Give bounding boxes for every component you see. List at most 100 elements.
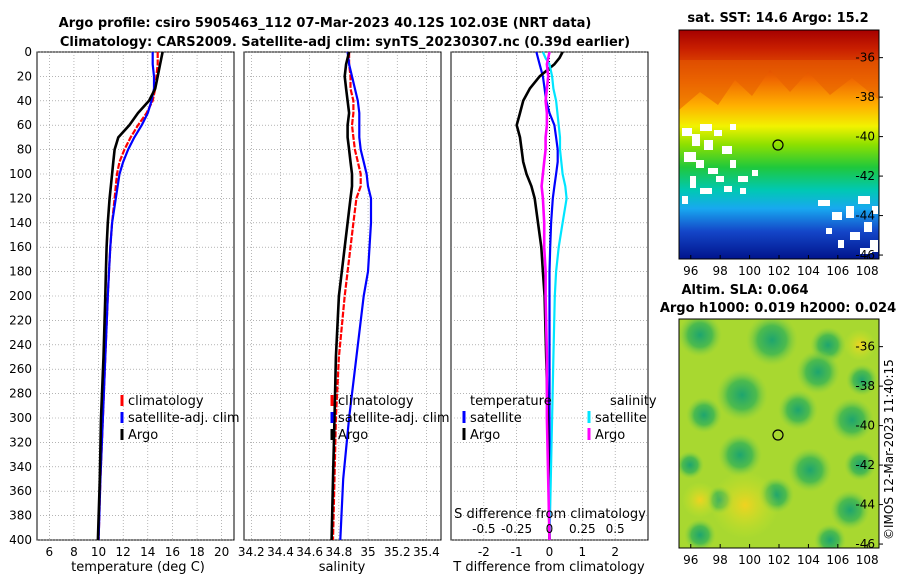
warm-anomaly (844, 329, 876, 361)
eddy-blob (830, 398, 874, 442)
lon-tick-label: 96 (683, 553, 698, 567)
series-line-argo (96, 51, 164, 541)
lat-tick-label: -38 (855, 90, 875, 104)
cloud-pixel (832, 212, 842, 220)
depth-tick-label: 380 (9, 509, 32, 523)
imos-credit: ©IMOS 12-Mar-2023 11:40:15 (882, 359, 896, 540)
x-tick-label: 1 (579, 545, 587, 559)
x-tick-label: 34.8 (325, 545, 352, 559)
sla-map-title: Altim. SLA: 0.064 (682, 283, 809, 298)
sst-map: sat. SST: 14.6 Argo: 15.2 -36 -38 -40 -42 -4… (678, 11, 883, 278)
series-line-salinity-argo (540, 51, 551, 541)
lon-tick-label: 102 (768, 264, 791, 278)
lat-tick-label: -42 (855, 169, 875, 183)
cloud-pixel (870, 240, 878, 252)
sst-float-marker (772, 139, 784, 151)
depth-tick-label: 360 (9, 484, 32, 498)
depth-tick-label: 0 (24, 45, 32, 59)
salinity-panel: 34.2 34.4 34.6 34.8 35 35.2 35.4 salinity clim… (238, 51, 450, 575)
sla-map: Altim. SLA: 0.064 Argo h1000: 0.019 h200… (660, 283, 896, 567)
x-tick-label: 0 (546, 545, 554, 559)
cloud-pixel (716, 176, 724, 182)
salinity-legend: climatology satellite-adj. clim Argo (330, 394, 450, 443)
legend-header-temperature: temperature (470, 394, 552, 409)
x-tick-label: 10 (91, 545, 106, 559)
cloud-pixel (704, 140, 713, 150)
x-tick-label: -1 (511, 545, 523, 559)
sst-map-title: sat. SST: 14.6 Argo: 15.2 (687, 11, 868, 26)
depth-tick-label: 340 (9, 460, 32, 474)
x-tick-label: 35.2 (384, 545, 411, 559)
x-tick-label: 18 (189, 545, 204, 559)
cloud-pixel (690, 176, 696, 188)
legend-label-s-argo: Argo (595, 428, 625, 443)
depth-tick-label: 140 (9, 216, 32, 230)
eddy-blob (844, 449, 876, 481)
lat-tick-label: -36 (855, 340, 875, 354)
legend-label-t-satellite: satellite (470, 411, 522, 426)
legend-label-argo: Argo (128, 428, 158, 443)
depth-y-ticks: 0 20 40 60 80 100 120 140 160 180 200 220 240 260 280 3… (9, 45, 234, 547)
s-difference-label: S difference from climatology (454, 507, 646, 522)
x-tick-label: 35 (360, 545, 375, 559)
legend-label-argo: Argo (338, 428, 368, 443)
salinity-lines (330, 51, 373, 541)
s-tick-label: -0.5 (472, 522, 495, 536)
x-tick-label: 2 (611, 545, 619, 559)
sst-lon-ticks: 96 98 100 102 104 106 108 (683, 255, 879, 278)
lon-tick-label: 104 (797, 264, 820, 278)
lon-tick-label: 104 (797, 553, 820, 567)
lat-tick-label: -44 (855, 498, 875, 512)
eddy-blob (684, 519, 716, 548)
eddy-blob (679, 319, 722, 357)
depth-tick-label: 320 (9, 435, 32, 449)
depth-tick-label: 100 (9, 167, 32, 181)
cloud-pixel (740, 188, 746, 194)
temperature-legend: climatology satellite-adj. clim Argo (120, 394, 240, 443)
difference-legend: temperature salinity satellite Argo sate… (462, 394, 657, 443)
temperature-axes (36, 51, 235, 541)
lat-tick-label: -40 (855, 130, 875, 144)
lon-tick-label: 98 (713, 553, 728, 567)
eddy-blob (796, 350, 840, 394)
cloud-pixel (864, 222, 872, 232)
x-tick-label: 34.6 (296, 545, 323, 559)
lon-tick-label: 108 (856, 553, 879, 567)
legend-header-salinity: salinity (610, 394, 657, 409)
lat-tick-label: -46 (855, 248, 875, 262)
lat-tick-label: -36 (855, 51, 875, 65)
x-tick-label: -2 (478, 545, 490, 559)
lon-tick-label: 106 (826, 264, 849, 278)
eddy-blob (788, 448, 832, 492)
legend-label-climatology: climatology (338, 394, 414, 409)
x-tick-label: 16 (165, 545, 180, 559)
cloud-pixel (826, 228, 832, 234)
s-tick-label: 0.5 (606, 522, 625, 536)
x-tick-label: 34.2 (238, 545, 265, 559)
cloud-pixel (722, 146, 732, 154)
warm-anomaly (682, 482, 718, 518)
temperature-panel: 6 8 10 12 14 16 18 20 0 20 40 60 80 100 120 140 160 180 2… (9, 45, 240, 575)
legend-label-t-argo: Argo (470, 428, 500, 443)
cloud-pixel (684, 152, 696, 162)
cloud-pixel (696, 160, 704, 168)
eddy-blob (679, 451, 704, 479)
cloud-pixel (752, 170, 758, 176)
eddy-blob (718, 433, 762, 477)
cloud-pixel (850, 232, 860, 240)
s-tick-label: 0 (546, 522, 554, 536)
x-tick-label: 12 (116, 545, 131, 559)
salinity-xlabel: salinity (319, 560, 366, 575)
cloud-pixel (724, 186, 732, 192)
series-line-salinity-satellite (541, 51, 568, 541)
x-tick-label: 35.4 (413, 545, 440, 559)
sla-lat-ticks: -36 -38 -40 -42 -44 -46 (855, 340, 883, 551)
cloud-pixel (692, 134, 700, 146)
eddy-blob (846, 364, 878, 396)
depth-tick-label: 40 (17, 94, 32, 108)
cloud-pixel (708, 168, 718, 174)
lon-tick-label: 106 (826, 553, 849, 567)
cloud-pixel (860, 248, 872, 254)
cloud-pixel (714, 130, 722, 136)
